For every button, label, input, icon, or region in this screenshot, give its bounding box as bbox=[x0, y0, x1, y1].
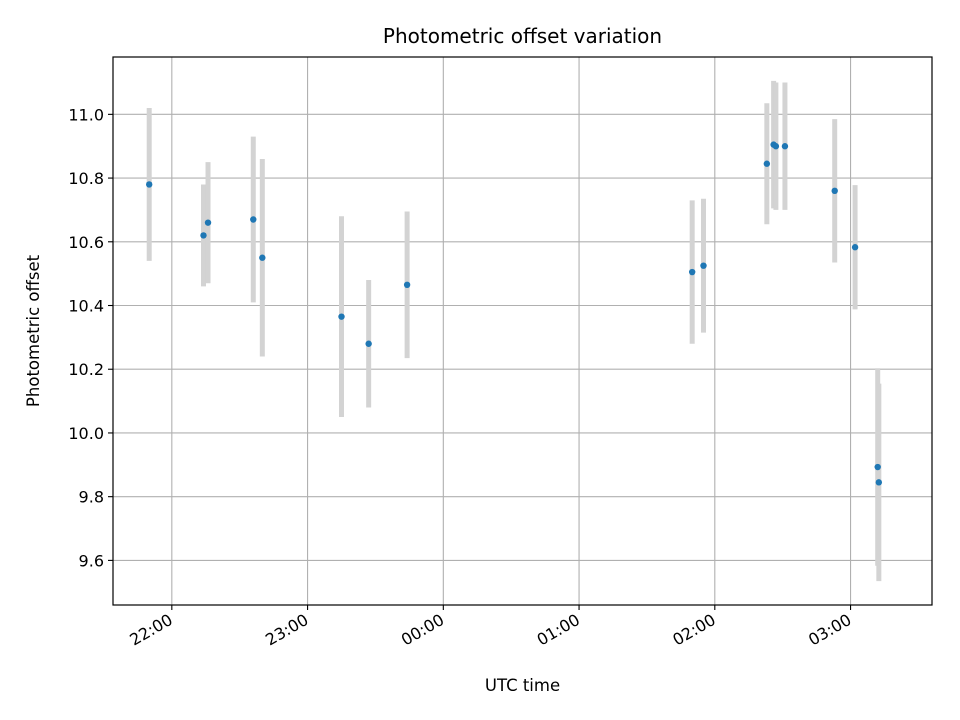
chart-title: Photometric offset variation bbox=[383, 24, 662, 48]
y-axis-label: Photometric offset bbox=[24, 254, 43, 407]
data-point bbox=[688, 268, 696, 276]
data-point bbox=[204, 219, 212, 226]
y-tick-label: 10.4 bbox=[68, 297, 104, 316]
data-point bbox=[145, 181, 153, 188]
data-point bbox=[772, 143, 780, 150]
plot-frame bbox=[112, 56, 933, 606]
y-tick-label: 10.0 bbox=[68, 424, 104, 443]
grid bbox=[113, 57, 932, 605]
y-tick-label: 9.8 bbox=[79, 488, 104, 507]
data-point bbox=[403, 281, 411, 289]
data-points bbox=[145, 141, 883, 486]
x-axis-label: UTC time bbox=[485, 676, 560, 695]
data-point bbox=[700, 262, 707, 269]
y-tick-label: 11.0 bbox=[68, 105, 104, 124]
data-point bbox=[875, 479, 883, 486]
y-tick-label: 10.6 bbox=[68, 233, 104, 252]
data-point bbox=[365, 340, 372, 347]
data-point bbox=[851, 244, 859, 251]
data-point bbox=[250, 216, 257, 223]
y-axis-ticks: 9.6 9.8 10.0 10.2 10.4 10.6 10.8 11.0 bbox=[68, 105, 113, 570]
data-point bbox=[763, 160, 771, 167]
data-point bbox=[200, 232, 207, 239]
y-tick-label: 10.8 bbox=[68, 169, 104, 188]
data-point bbox=[338, 313, 345, 320]
y-tick-label: 10.2 bbox=[68, 360, 104, 379]
data-point bbox=[781, 143, 789, 150]
data-point bbox=[874, 463, 881, 471]
data-point bbox=[831, 187, 838, 195]
data-point bbox=[259, 254, 266, 261]
y-tick-label: 9.6 bbox=[79, 551, 104, 570]
